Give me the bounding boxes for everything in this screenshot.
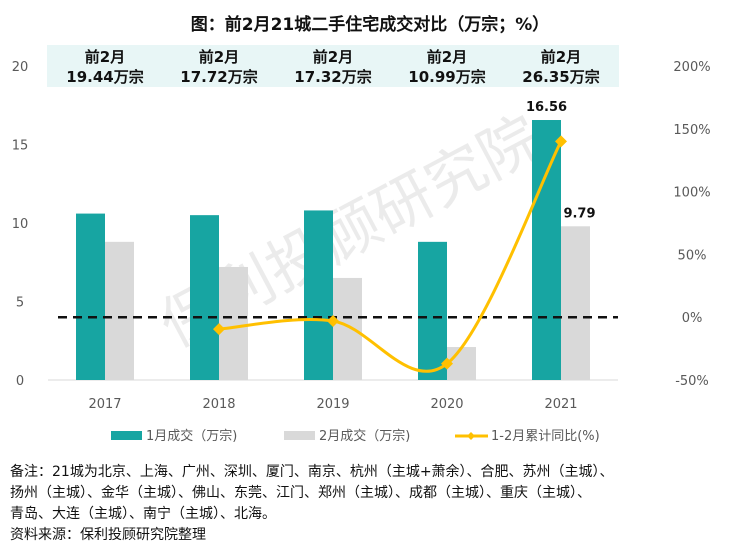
left-axis-tick: 20	[12, 60, 29, 75]
right-axis-tick: 200%	[673, 60, 710, 75]
right-axis-tick: -50%	[675, 374, 709, 389]
top-summary-value: 10.99万宗	[408, 68, 485, 86]
yoy-point-marker	[555, 135, 567, 148]
top-summary-box	[389, 45, 505, 87]
x-axis-tick: 2017	[88, 397, 121, 412]
bar-jan-2020	[418, 241, 447, 380]
right-axis-tick: 100%	[673, 186, 710, 201]
legend-swatch-feb	[284, 431, 315, 440]
chart: 前2月19.44万宗前2月17.72万宗前2月17.32万宗前2月10.99万宗…	[12, 45, 711, 444]
legend-label-yoy: 1-2月累计同比(%)	[491, 429, 600, 444]
bar-feb-2018	[219, 266, 248, 380]
note-line-2: 扬州（主城）、金华（主城）、佛山、东莞、江门、郑州（主城）、成都（主城）、重庆（…	[10, 485, 591, 501]
bar-jan-2021	[532, 120, 561, 381]
x-axis-tick: 2021	[544, 397, 577, 412]
left-axis-tick: 5	[16, 296, 24, 311]
left-axis-tick: 15	[12, 139, 29, 154]
top-summary-box	[161, 45, 277, 87]
right-axis-tick: 0%	[682, 311, 703, 326]
x-axis-tick: 2019	[316, 397, 349, 412]
right-axis-tick: 150%	[673, 123, 710, 138]
top-summary-value: 17.72万宗	[180, 68, 257, 86]
yoy-point-marker	[441, 357, 453, 370]
bar-feb-2019	[333, 277, 362, 380]
x-axis-tick: 2018	[202, 397, 235, 412]
note-line-1: 备注：21城为北京、上海、广州、深圳、厦门、南京、杭州（主城+萧余）、合肥、苏州…	[10, 464, 614, 480]
yoy-point-marker	[327, 314, 339, 327]
data-label: 9.79	[563, 206, 595, 221]
x-axis-tick: 2020	[430, 397, 463, 412]
legend-swatch-jan	[111, 431, 142, 440]
bar-feb-2017	[105, 241, 134, 380]
legend-label-feb: 2月成交（万宗)	[319, 428, 410, 444]
top-summary-label: 前2月	[541, 48, 581, 66]
top-summary-label: 前2月	[313, 48, 353, 66]
bar-jan-2018	[190, 215, 219, 380]
legend-marker-yoy	[467, 432, 475, 440]
source-note: 资料来源：保利投顾研究院整理	[10, 527, 206, 543]
top-summary-label: 前2月	[427, 48, 467, 66]
yoy-point-marker	[213, 323, 225, 336]
bar-jan-2019	[304, 210, 333, 380]
bar-feb-2021	[561, 226, 590, 380]
left-axis-tick: 0	[16, 374, 24, 389]
top-summary-box	[503, 45, 619, 87]
legend-label-jan: 1月成交（万宗)	[146, 428, 237, 444]
top-summary-label: 前2月	[85, 48, 125, 66]
top-summary-value: 19.44万宗	[66, 68, 143, 86]
top-summary-label: 前2月	[199, 48, 239, 66]
bar-jan-2017	[76, 213, 105, 380]
yoy-line	[218, 140, 563, 373]
right-axis-tick: 50%	[678, 248, 707, 263]
note-line-3: 青岛、大连（主城）、南宁（主城）、北海。	[10, 506, 276, 522]
chart-title: 图：前2月21城二手住宅成交对比（万宗；%）	[190, 15, 550, 35]
top-summary-value: 26.35万宗	[522, 68, 599, 86]
top-summary-box	[275, 45, 391, 87]
data-label: 16.56	[526, 100, 567, 115]
left-axis-tick: 10	[12, 217, 29, 232]
top-summary-value: 17.32万宗	[294, 68, 371, 86]
top-summary-box	[47, 45, 163, 87]
